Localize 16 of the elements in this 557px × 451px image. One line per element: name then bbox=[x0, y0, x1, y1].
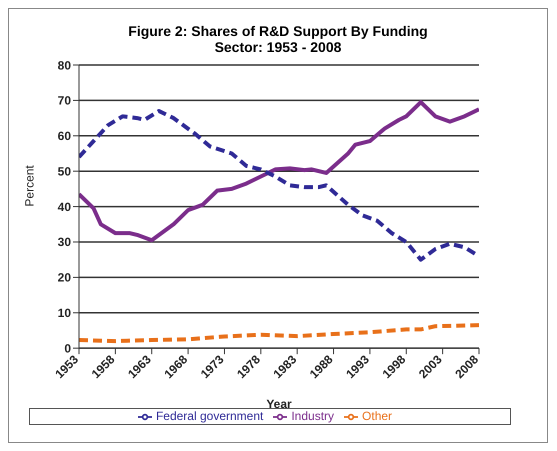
y-tick-label: 50 bbox=[58, 164, 72, 178]
legend-label: Industry bbox=[291, 409, 334, 424]
y-tick-label: 20 bbox=[58, 270, 72, 285]
chart-title: Figure 2: Shares of R&D Support By Funding Sector: 1953 - 2008 bbox=[127, 23, 429, 55]
x-axis-title: Year bbox=[266, 397, 292, 412]
y-tick-label: 70 bbox=[58, 94, 72, 108]
line-series bbox=[79, 323, 479, 344]
y-tick-label: 0 bbox=[64, 341, 72, 356]
y-tick-label: 40 bbox=[58, 200, 72, 214]
legend-label: Other bbox=[362, 409, 392, 424]
y-tick-label: 30 bbox=[58, 235, 72, 250]
y-tick-label: 80 bbox=[58, 58, 72, 72]
y-axis-title: Percent bbox=[22, 164, 36, 207]
y-tick-label: 60 bbox=[58, 129, 72, 144]
legend-label: Federal government bbox=[156, 409, 264, 424]
y-tick-label: 10 bbox=[58, 306, 72, 320]
